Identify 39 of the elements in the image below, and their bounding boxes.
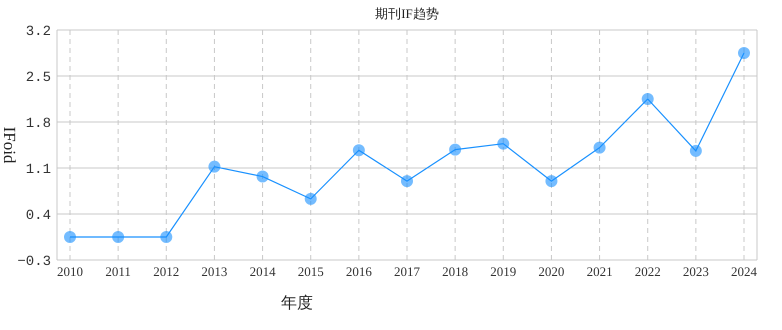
point	[64, 231, 76, 243]
x-tick-label: 2018	[442, 264, 468, 279]
point	[690, 144, 702, 157]
point	[594, 142, 606, 154]
x-tick-label: 2020	[538, 264, 564, 279]
point	[256, 170, 269, 183]
x-tick-label: 2012	[153, 264, 180, 279]
point	[449, 144, 462, 156]
point	[352, 144, 365, 156]
x-tick-label: 2017	[394, 264, 420, 279]
point	[642, 93, 654, 105]
point	[545, 175, 558, 188]
y-tick-label: 1.8	[26, 116, 51, 132]
point	[738, 47, 750, 59]
x-tick-label: 2016	[346, 264, 372, 279]
y-tick-label: 1.1	[26, 162, 51, 178]
x-tick-label: 2015	[298, 264, 324, 279]
x-tick-label: 2021	[586, 264, 613, 279]
x-axis-title: 年度	[281, 294, 313, 312]
y-tick-label: 0.4	[26, 208, 51, 224]
y-tick-label: −0.3	[17, 254, 51, 270]
point	[304, 192, 317, 205]
y-tick-label: 3.2	[26, 24, 51, 40]
y-tick-label: 2.5	[26, 70, 51, 86]
chart-title: 期刊IF趋势	[375, 6, 439, 21]
y-axis-title: IFoid	[0, 126, 19, 164]
x-tick-label: 2019	[490, 264, 516, 279]
point	[160, 231, 172, 243]
x-tick-label: 2024	[731, 264, 758, 279]
point	[401, 175, 413, 188]
x-tick-label: 2014	[250, 264, 276, 279]
x-tick-label: 2011	[105, 264, 131, 279]
point	[497, 138, 510, 150]
point	[208, 160, 220, 173]
x-tick-label: 2010	[57, 264, 83, 279]
x-tick-label: 2022	[634, 264, 661, 279]
point	[112, 231, 124, 243]
x-tick-label: 2023	[682, 264, 709, 279]
x-tick-label: 2013	[201, 264, 228, 279]
